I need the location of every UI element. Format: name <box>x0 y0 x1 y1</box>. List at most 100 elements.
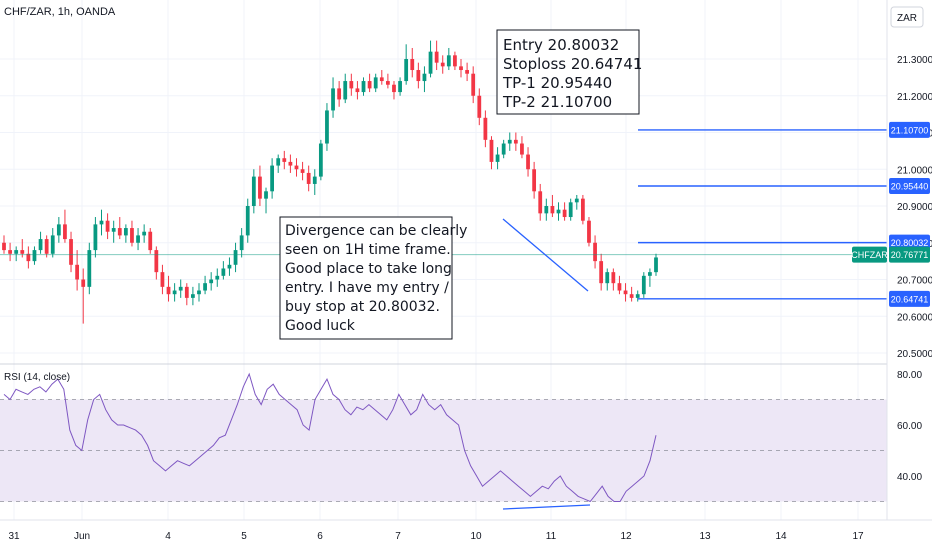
rsi-tick-label: 80.00 <box>897 370 922 381</box>
level-price-tag-label: 20.95440 <box>891 182 929 192</box>
price-divergence-trendline[interactable] <box>502 218 589 292</box>
candle-body <box>453 55 457 67</box>
candle-body <box>26 253 31 262</box>
candle-body <box>209 279 214 284</box>
candle-body <box>446 55 451 67</box>
candle-body <box>337 88 342 100</box>
candle-body <box>416 70 421 82</box>
divergence-note-box[interactable] <box>279 216 453 340</box>
candle-body <box>526 154 530 170</box>
candle-body <box>538 191 543 214</box>
candle-body <box>38 239 43 251</box>
time-tick-label: 7 <box>395 531 401 542</box>
candle-body <box>282 158 287 162</box>
candle-body <box>599 261 604 284</box>
candle-body <box>14 250 19 254</box>
candle-body <box>507 139 512 144</box>
candle-body <box>355 88 360 93</box>
candle-body <box>562 209 567 218</box>
candle-body <box>2 242 6 251</box>
candle-body <box>392 84 396 93</box>
note-text-line: Good place to take long <box>285 261 452 277</box>
candle-body <box>373 77 378 89</box>
price-axis[interactable]: 21.3000021.2000021.1000021.0000020.90000… <box>897 55 932 360</box>
time-tick-label: Jun <box>74 531 90 542</box>
candle-body <box>629 294 634 298</box>
time-tick-label: 31 <box>8 531 20 542</box>
candle-body <box>197 290 201 295</box>
rsi-indicator-label[interactable]: RSI (14, close) <box>4 372 70 383</box>
symbol-tag <box>852 246 887 263</box>
candle-body <box>306 172 311 184</box>
price-tick-label: 20.90000 <box>897 202 932 213</box>
level-price-tag <box>889 121 930 138</box>
candle-body <box>178 286 183 291</box>
time-tick-label: 10 <box>470 531 482 542</box>
candle-body <box>654 257 658 273</box>
time-tick-label: 14 <box>775 531 787 542</box>
candle-body <box>69 239 73 265</box>
candle-body <box>227 264 232 269</box>
candle-body <box>136 235 140 243</box>
candle-body <box>532 169 537 192</box>
candle-body <box>123 228 128 236</box>
candle-body <box>513 139 518 144</box>
rsi-axis[interactable]: 80.00 60.00 40.00 <box>897 370 922 483</box>
candle-body <box>8 250 12 254</box>
candle-body <box>56 224 61 236</box>
currency-button-label[interactable]: ZAR <box>897 13 917 24</box>
candle-body <box>385 81 390 85</box>
last-price-tag-label: 20.76771 <box>891 250 929 260</box>
trade-levels-box[interactable] <box>496 29 640 115</box>
candle-body <box>233 250 238 265</box>
candle-body <box>166 286 171 295</box>
candle-body <box>50 235 55 254</box>
rsi-divergence-trendline[interactable] <box>502 504 591 510</box>
candle-body <box>361 81 366 93</box>
level-price-tag <box>889 178 930 195</box>
candle-body <box>568 202 573 218</box>
candle-body <box>605 272 610 284</box>
candle-body <box>148 231 153 251</box>
candles-layer <box>2 40 658 324</box>
candle-body <box>641 275 646 295</box>
candle-body <box>459 66 463 71</box>
candle-body <box>379 77 384 82</box>
price-tick-label: 21.00000 <box>897 165 932 176</box>
candle-body <box>495 154 500 162</box>
time-axis[interactable]: 31 Jun 4 5 6 7 10 11 12 13 14 17 <box>8 531 864 542</box>
candle-body <box>550 206 555 214</box>
candle-body <box>191 294 195 298</box>
candle-body <box>251 176 256 206</box>
candle-body <box>184 286 189 298</box>
candle-body <box>160 272 165 287</box>
candle-body <box>215 275 220 280</box>
divergence-trendlines[interactable] <box>502 218 591 510</box>
candle-body <box>203 283 207 291</box>
candle-body <box>343 81 348 100</box>
note-text-line: entry. I have my entry / <box>285 280 449 296</box>
candle-body <box>471 73 476 96</box>
candle-body <box>574 198 579 203</box>
symbol-tag-label: CHFZAR <box>851 250 888 260</box>
candle-body <box>105 220 110 232</box>
candle-body <box>172 290 177 295</box>
candle-body <box>300 169 305 173</box>
level-price-tag-label: 20.80032 <box>891 238 929 248</box>
divergence-note-text: Divergence can be clearly seen on 1H time… <box>285 223 467 334</box>
currency-button[interactable] <box>890 6 924 28</box>
price-tick-label: 20.60000 <box>897 312 932 323</box>
candle-body <box>587 220 591 243</box>
level-price-tag-label: 21.10700 <box>891 125 929 135</box>
price-tick-label: 21.20000 <box>897 92 932 103</box>
candle-body <box>318 143 323 177</box>
candle-body <box>440 62 445 67</box>
price-tick-label: 20.70000 <box>897 276 932 287</box>
candle-body <box>465 70 469 74</box>
candle-body <box>611 272 616 284</box>
candle-body <box>434 51 439 63</box>
trade-level-text-line: Entry 20.80032 <box>503 36 619 54</box>
candle-body <box>331 88 335 111</box>
